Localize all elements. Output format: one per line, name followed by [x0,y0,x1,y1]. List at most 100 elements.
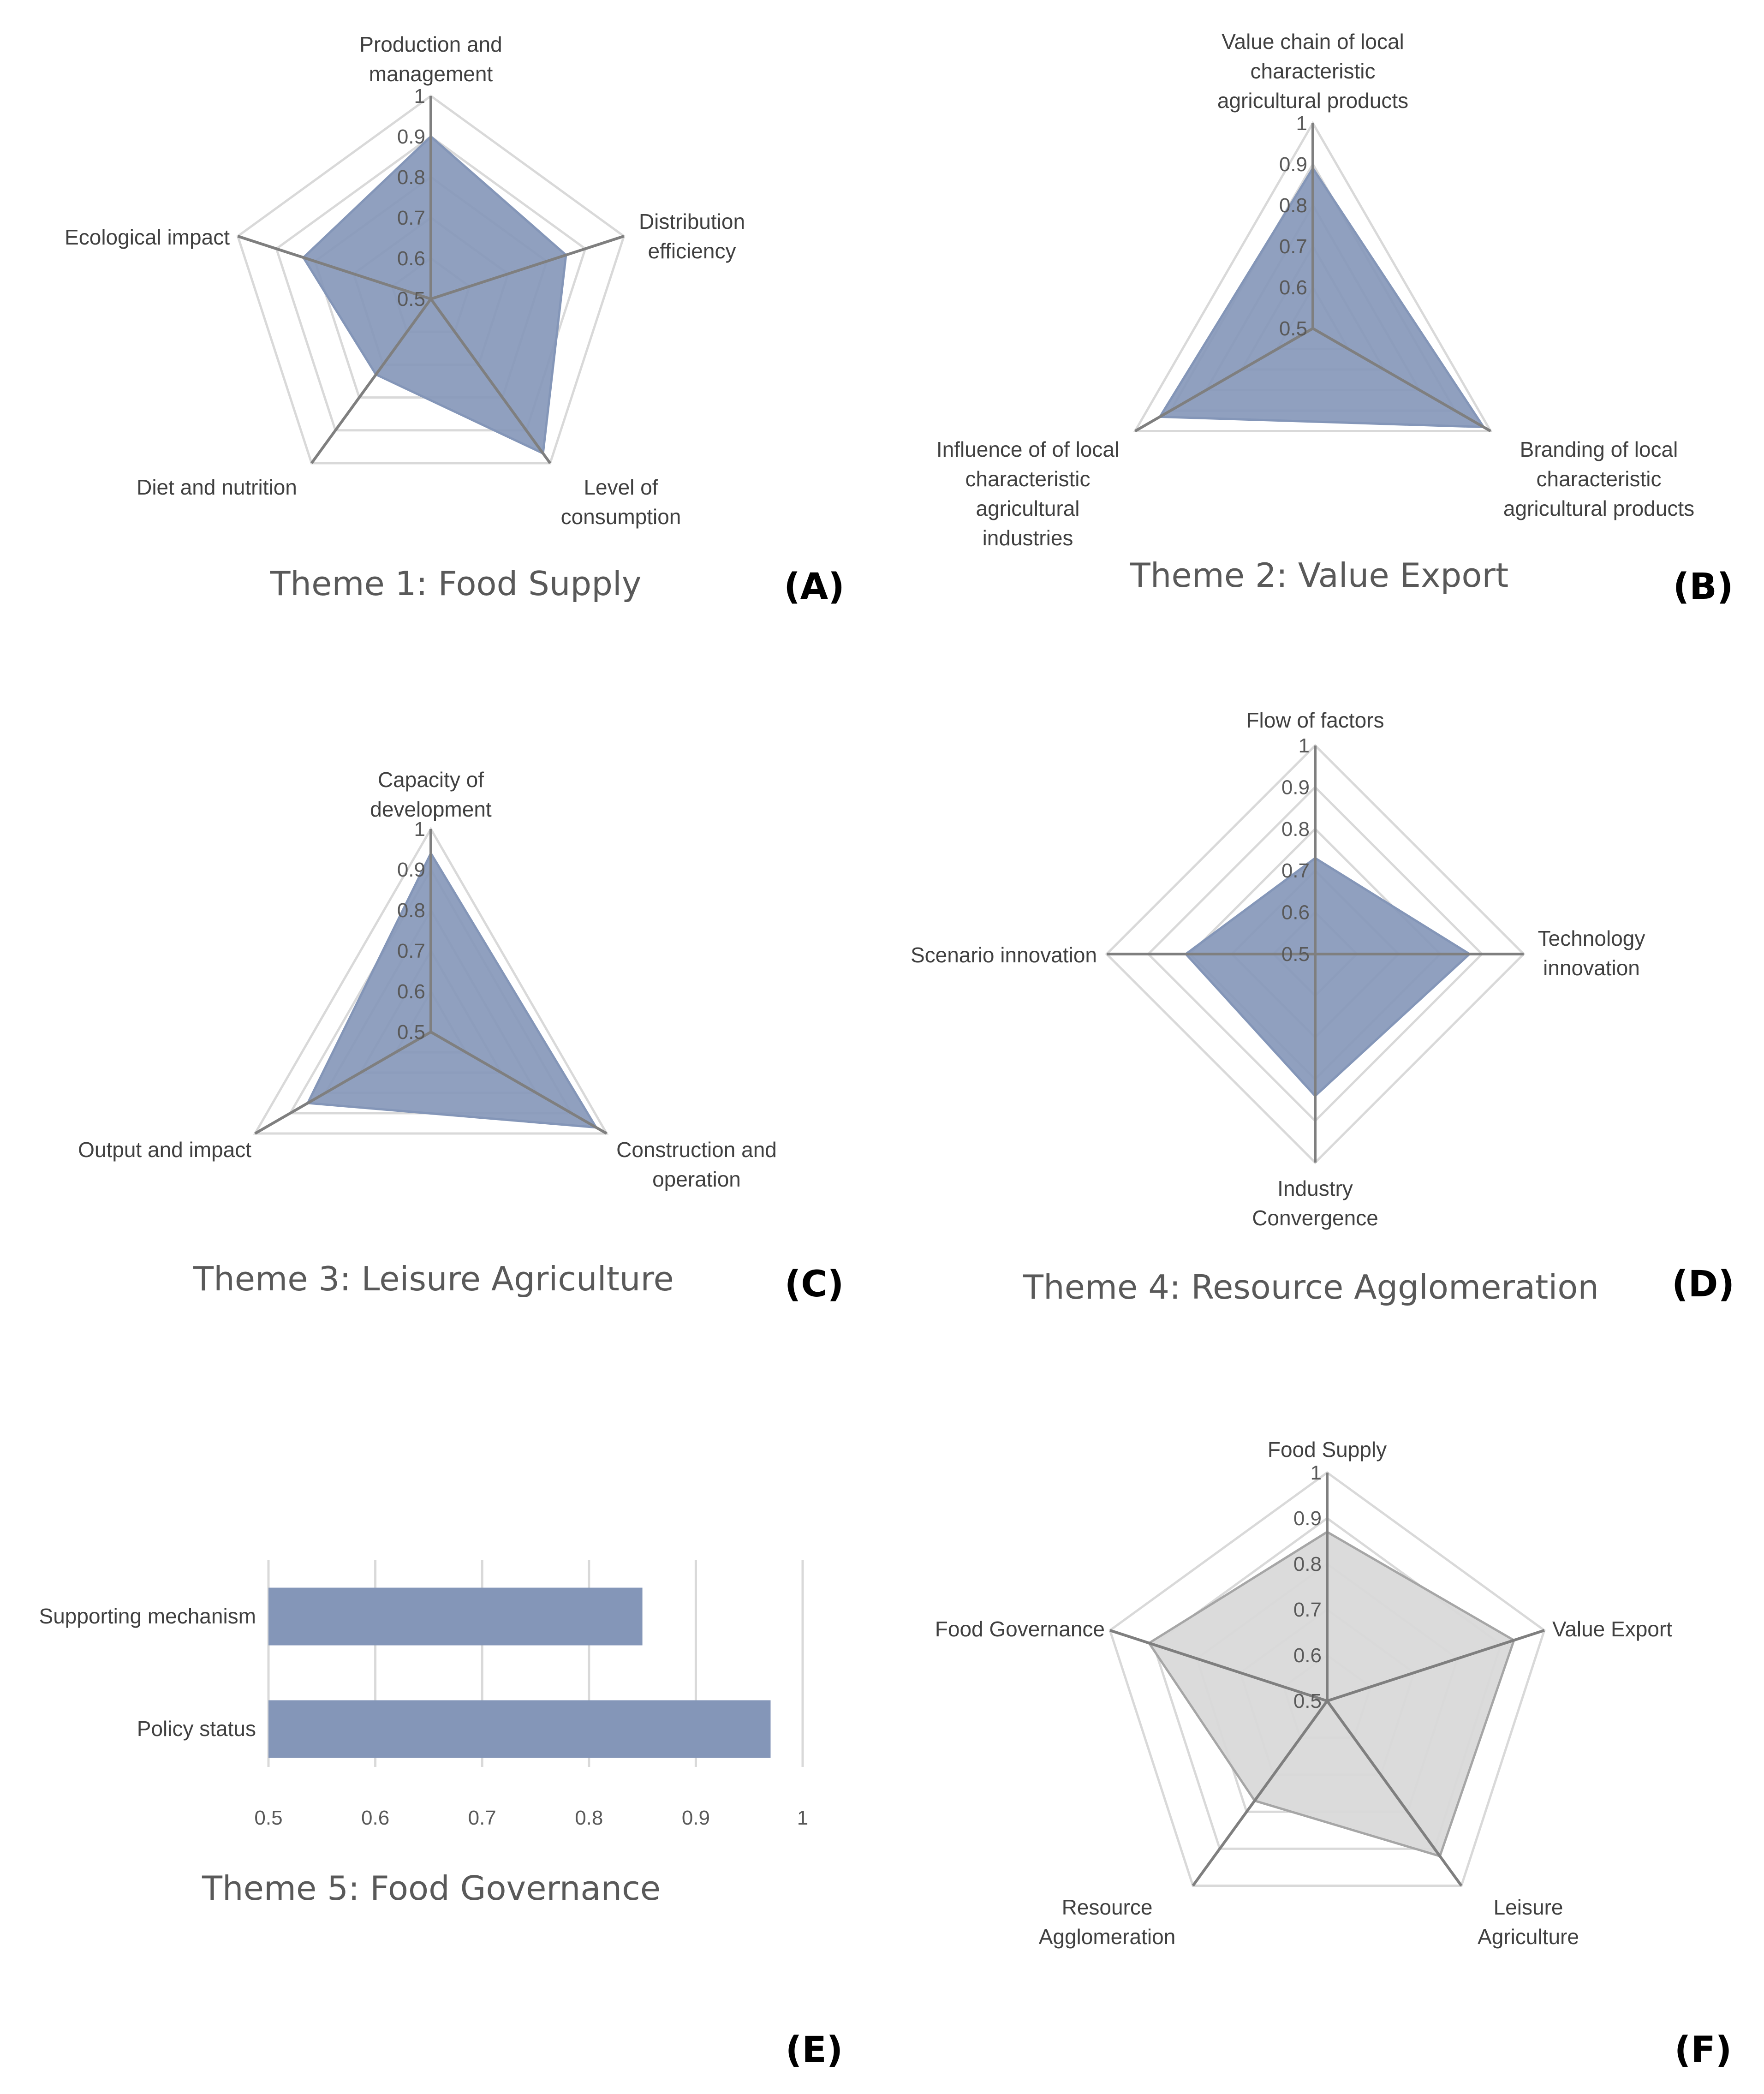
tick-label-0-7: 0.7 [1281,859,1310,882]
tick-label-1: 1 [1296,112,1307,135]
tick-label-0-9: 0.9 [397,125,425,148]
grid-ring-1 [1133,121,1493,432]
tick-label-0-7: 0.7 [397,940,425,962]
bar-2 [268,1700,771,1758]
tick-label-1: 1 [1311,1462,1322,1484]
panel-b-letter: (B) [1673,566,1734,608]
category-label-line: Production and [359,32,502,56]
panel-b-title: Theme 2: Value Export [1130,556,1508,595]
panel-d-resource-agglomeration-radar: 0.5 0.6 0.7 0.8 0.9 1 Flow of factors Technolo… [911,708,1645,1230]
panel-f-letter: (F) [1675,2029,1732,2071]
tick-label-0-7: 0.7 [1279,235,1307,258]
axis-spoke-2 [430,1031,608,1135]
tick-label-0-9: 0.9 [397,859,425,881]
axis-spoke-5 [1109,1629,1328,1702]
tick-label-0-6: 0.6 [397,247,425,270]
category-label-line: Construction and [616,1138,777,1162]
category-label-line: characteristic [1537,467,1662,491]
tick-label-0-5: 0.5 [397,288,425,310]
category-label-2: Distribution efficiency [639,209,745,263]
panel-a-food-supply-radar: 0.5 0.6 0.7 0.8 0.9 1 Production and managemen… [65,32,745,529]
category-label-line: Diet and nutrition [137,475,297,499]
data-area [1158,166,1486,429]
panel-d-title: Theme 4: Resource Agglomeration [1023,1268,1599,1307]
tick-label-0-6: 0.6 [1293,1644,1322,1667]
axis-spoke-3 [254,1031,432,1135]
axis-spoke-2 [430,235,625,300]
category-label-line: Convergence [1252,1206,1378,1230]
tick-label-0-6: 0.6 [1281,901,1310,924]
tick-label-0-9: 0.9 [1279,153,1307,176]
tick-label-0-8: 0.8 [1293,1553,1322,1575]
tick-label-1: 1 [1299,734,1310,757]
grid-ring-0-9 [275,135,587,432]
bar-category-label-2: Policy status [137,1717,256,1741]
tick-label-0-8: 0.8 [1281,818,1310,841]
category-label-line: Value Export [1552,1617,1672,1641]
category-label-line: Scenario innovation [911,943,1097,967]
category-label-line: consumption [561,505,681,529]
tick-label-0-8: 0.8 [397,166,425,189]
axis-spoke-2 [1327,1629,1545,1702]
tick-label-0-7: 0.7 [1293,1599,1322,1621]
category-label-line: Food Supply [1268,1438,1387,1462]
category-label-line: development [370,797,492,821]
panel-b-value-export-radar: 0.5 0.6 0.7 0.8 0.9 1 Value chain of local cha… [936,30,1694,550]
category-label-line: industries [983,526,1073,550]
category-label-3: Industry Convergence [1252,1176,1378,1230]
category-label-line: Industry [1277,1176,1353,1200]
x-tick-label-1: 1 [797,1807,808,1829]
data-area [306,851,598,1129]
data-area [1147,1530,1515,1858]
tick-label-1: 1 [414,818,425,841]
panel-c-letter: (C) [785,1264,844,1305]
axis-spoke-2 [1312,327,1491,433]
category-label-1: Food Supply [1268,1438,1387,1462]
category-label-4: Scenario innovation [911,943,1097,967]
category-label-1: Flow of factors [1246,708,1384,732]
category-label-1: Production and management [359,32,502,86]
tick-label-0-6: 0.6 [1279,276,1307,299]
category-label-line: efficiency [648,239,736,263]
category-label-line: operation [652,1167,741,1191]
category-label-line: Level of [584,475,658,499]
panel-c-title: Theme 3: Leisure Agriculture [193,1259,674,1298]
category-label-line: Influence of of local [936,437,1119,461]
category-label-line: agricultural products [1503,496,1694,520]
bar-1 [268,1587,643,1646]
grid-ring-1 [1108,1471,1546,1887]
axis-spoke-3 [1134,327,1314,433]
panel-e-letter: (E) [786,2029,843,2071]
tick-label-0-8: 0.8 [1279,194,1307,217]
axis-spoke-4 [310,298,432,464]
category-label-line: agricultural [976,496,1080,520]
category-label-line: Agglomeration [1039,1925,1176,1949]
category-label-1: Capacity of development [370,768,492,821]
category-label-line: Distribution [639,209,745,233]
category-label-line: Capacity of [378,768,484,792]
category-label-5: Food Governance [935,1617,1105,1641]
bar-category-label-1: Supporting mechanism [39,1604,256,1628]
panel-d-letter: (D) [1672,1264,1734,1305]
axis-spoke-3 [1326,1700,1463,1887]
panel-a-letter: (A) [784,566,845,608]
category-label-1: Value chain of local characteristic agricu… [1217,30,1408,113]
x-tick-label-0-7: 0.7 [468,1807,496,1829]
category-label-2: Branding of local characteristic agricultu… [1503,437,1694,520]
tick-label-0-5: 0.5 [1281,943,1310,966]
category-label-line: agricultural products [1217,89,1408,113]
tick-label-0-5: 0.5 [1279,317,1307,340]
category-label-line: Technology [1538,926,1645,950]
category-label-line: characteristic [1251,59,1376,83]
tick-label-0-9: 0.9 [1281,776,1310,799]
category-label-line: Flow of factors [1246,708,1384,732]
axis-spoke-4 [1192,1700,1329,1887]
category-label-3: Leisure Agriculture [1478,1895,1579,1949]
tick-label-1: 1 [414,85,425,107]
category-label-line: Output and impact [78,1138,251,1162]
category-label-4: Diet and nutrition [137,475,297,499]
axis-spoke-5 [237,235,431,300]
category-label-line: management [369,62,493,86]
